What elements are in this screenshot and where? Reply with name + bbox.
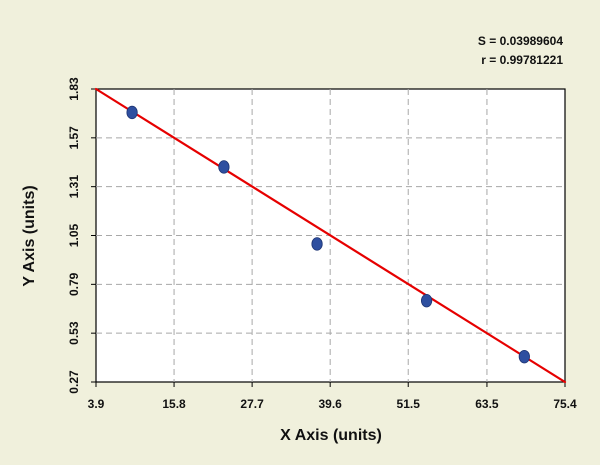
x-tick-label: 39.6	[318, 397, 342, 411]
x-tick-label: 3.9	[88, 397, 105, 411]
y-tick-label: 1.05	[67, 223, 81, 247]
x-tick-label: 51.5	[397, 397, 421, 411]
y-tick-label: 0.79	[67, 272, 81, 296]
y-tick-label: 0.27	[67, 370, 81, 394]
data-point	[218, 160, 230, 174]
fit-line	[94, 87, 567, 384]
y-tick-label: 0.53	[67, 321, 81, 345]
y-axis-title: Y Axis (units)	[21, 185, 38, 286]
x-axis-title: X Axis (units)	[280, 427, 382, 444]
data-point	[518, 349, 530, 364]
y-tick-label: 1.57	[67, 126, 81, 150]
data-point	[311, 237, 323, 251]
r-statistic-label: r = 0.99781221	[481, 53, 563, 67]
s-statistic-label: S = 0.03989604	[478, 34, 563, 48]
x-tick-label: 63.5	[475, 397, 499, 411]
points-layer	[126, 105, 530, 364]
y-tick-label: 1.31	[67, 175, 81, 199]
y-tick-label: 1.83	[67, 77, 81, 101]
data-point	[420, 293, 433, 308]
x-tick-label: 15.8	[162, 397, 186, 411]
data-point	[126, 105, 138, 120]
x-tick-label: 27.7	[240, 397, 264, 411]
tick-layer: 3.9 15.8 27.7 39.6 51.5 63.5 75.4 0.27 0.53 0.79 1…	[67, 77, 577, 411]
plot-area-group: 3.9 15.8 27.7 39.6 51.5 63.5 75.4 0.27 0.53 0.79 1…	[67, 77, 577, 411]
x-tick-label: 75.4	[553, 397, 577, 411]
fit-line-layer	[94, 87, 567, 384]
